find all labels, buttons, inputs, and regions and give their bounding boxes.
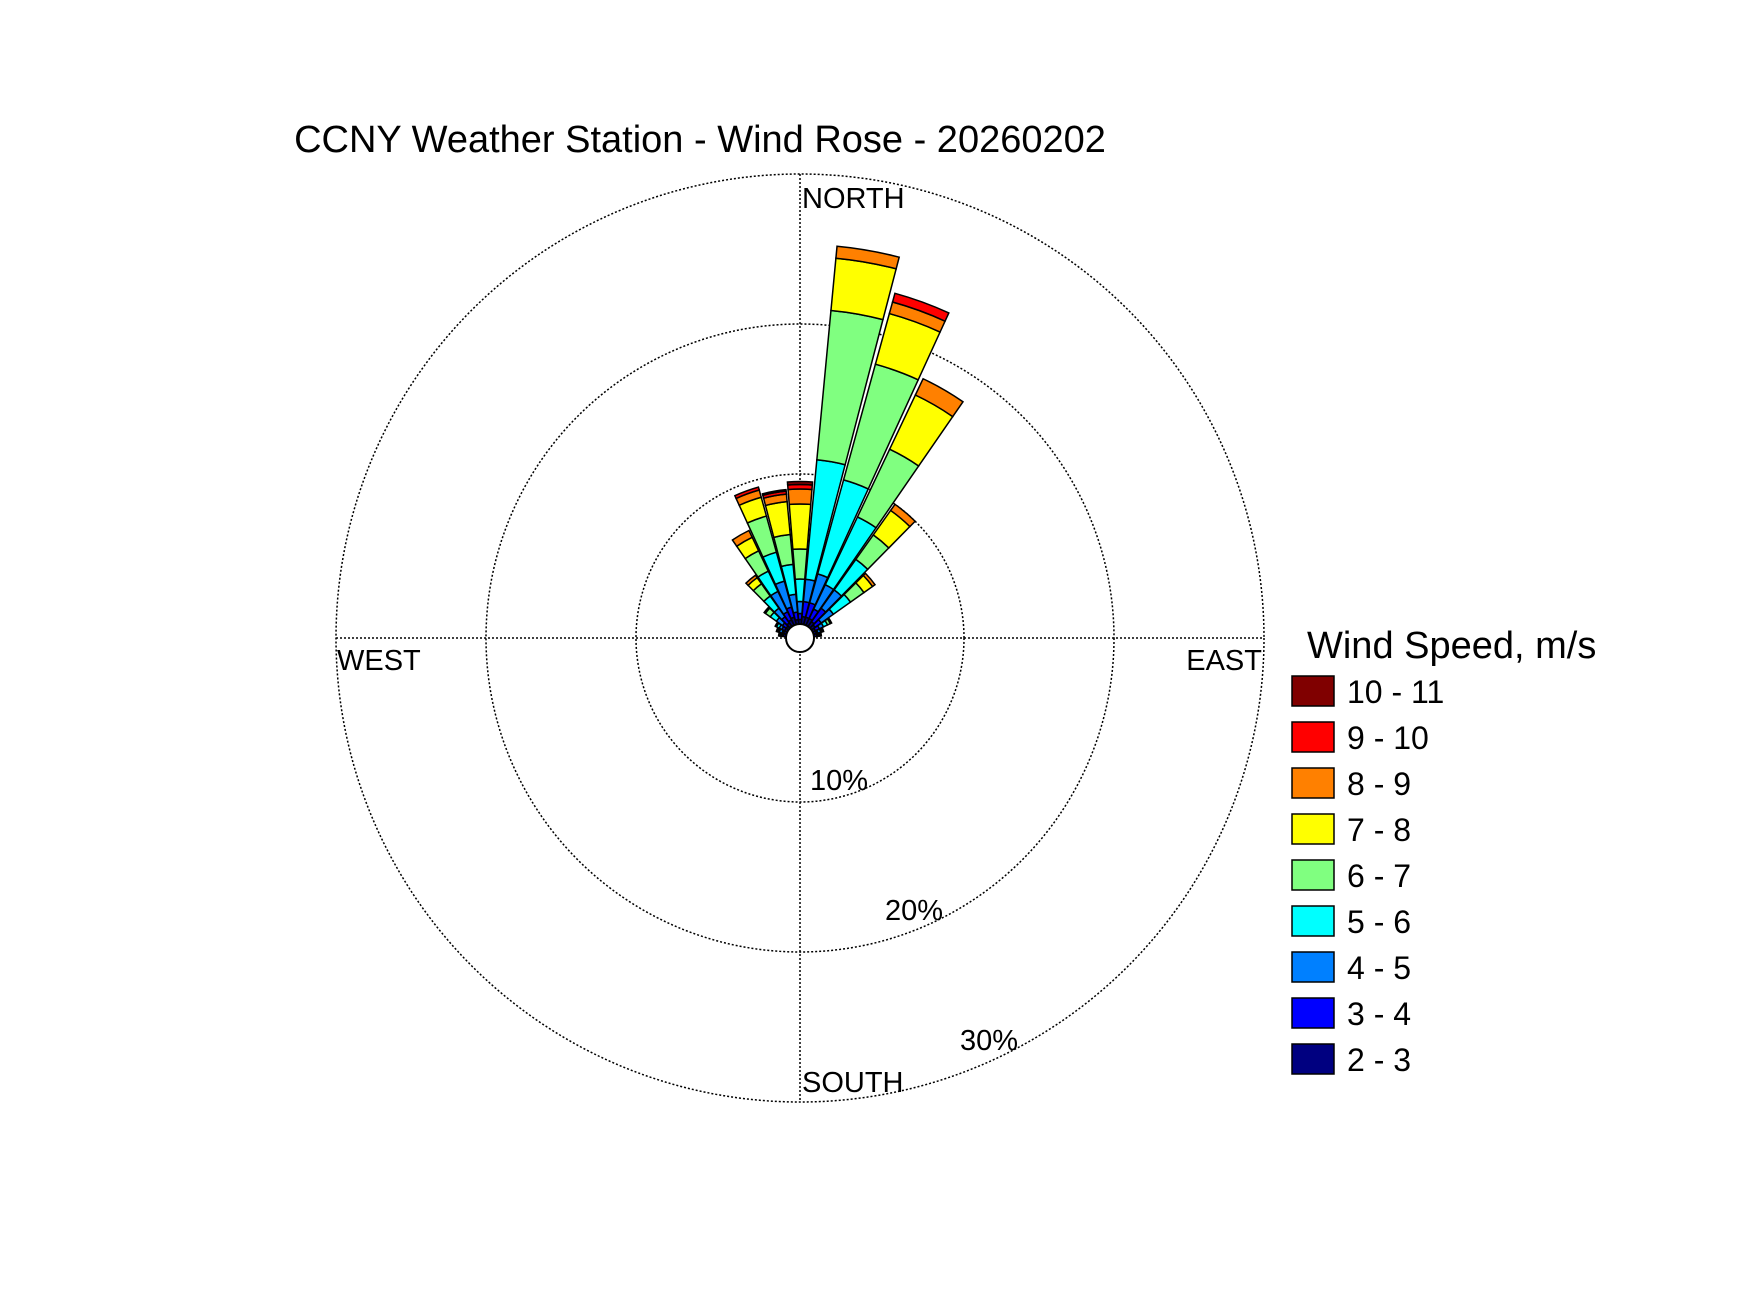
legend-label: 10 - 11 — [1347, 674, 1444, 710]
direction-label-east: EAST — [1186, 645, 1262, 677]
legend-swatch — [1291, 905, 1335, 937]
direction-label-west: WEST — [337, 645, 421, 677]
sector-0-bin-8 — [786, 480, 814, 486]
sector-40-bin-6 — [889, 503, 917, 528]
legend-swatch — [1291, 675, 1335, 707]
legend-label: 4 - 5 — [1347, 950, 1411, 986]
sector-60-bin-5 — [826, 617, 833, 625]
sector-0-bin-4 — [792, 548, 808, 580]
legend-swatch — [1291, 951, 1335, 983]
legend-swatch — [1291, 997, 1335, 1029]
calm-circle — [785, 623, 815, 653]
sector-30-bin-6 — [914, 377, 965, 418]
sector-350-bin-8 — [761, 488, 787, 497]
legend-label: 3 - 4 — [1347, 996, 1411, 1032]
legend-label: 7 - 8 — [1347, 812, 1411, 848]
sector-330-bin-6 — [731, 529, 754, 548]
sector-0-bin-5 — [788, 503, 812, 551]
ring-labels: 10% 20% 30% — [810, 765, 1018, 1057]
legend-label: 9 - 10 — [1347, 720, 1429, 756]
legend-label: 6 - 7 — [1347, 858, 1411, 894]
legend-swatch — [1291, 859, 1335, 891]
legend-label: 8 - 9 — [1347, 766, 1411, 802]
legend-swatch — [1291, 767, 1335, 799]
sector-10-bin-6 — [835, 245, 901, 270]
ring-label-20: 20% — [885, 895, 943, 927]
legend-swatch — [1291, 1043, 1335, 1075]
sector-20-bin-7 — [891, 292, 950, 323]
direction-label-north: NORTH — [802, 183, 905, 215]
sector-320-bin-6 — [744, 574, 759, 587]
sector-50-bin-6 — [862, 572, 877, 588]
legend: Wind Speed, m/s 10 - 11 9 - 10 8 - 9 7 - 8 6… — [1291, 625, 1596, 1078]
legend-label: 2 - 3 — [1347, 1042, 1411, 1078]
legend-title: Wind Speed, m/s — [1307, 625, 1596, 667]
sector-10-bin-5 — [830, 257, 898, 321]
wind-sectors — [731, 245, 965, 638]
ring-label-30: 30% — [960, 1025, 1018, 1057]
direction-label-south: SOUTH — [802, 1067, 904, 1099]
sector-0-bin-6 — [787, 488, 813, 506]
sector-340-bin-7 — [733, 486, 761, 500]
chart-title: CCNY Weather Station - Wind Rose - 20260… — [294, 119, 1106, 161]
legend-swatch — [1291, 813, 1335, 845]
legend-label: 5 - 6 — [1347, 904, 1411, 940]
sector-80-bin-3 — [818, 631, 823, 637]
legend-swatch — [1291, 721, 1335, 753]
ring-label-10: 10% — [810, 765, 868, 797]
sector-70-bin-4 — [819, 626, 825, 633]
